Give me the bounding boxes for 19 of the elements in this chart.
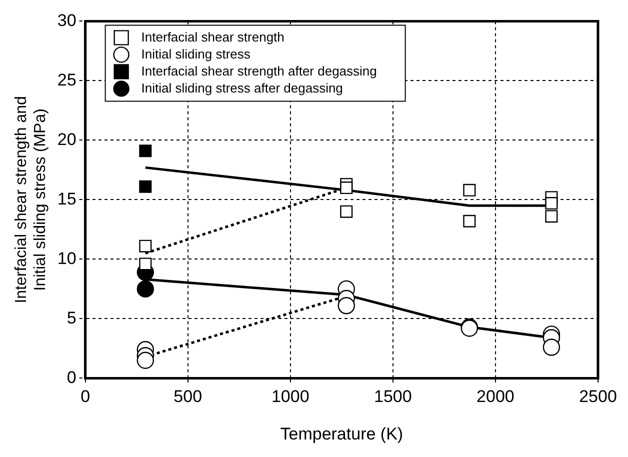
legend-label: Initial sliding stress after degassing	[141, 80, 343, 96]
y-tick-label: 30	[57, 10, 76, 30]
legend-label: Interfacial shear strength	[141, 29, 284, 44]
legend-label: Initial sliding stress	[141, 46, 251, 62]
x-tick-label: 2000	[476, 387, 514, 406]
x-tick-label: 500	[174, 387, 202, 406]
x-tick-label: 2500	[579, 387, 617, 406]
legend-label: Interfacial shear strength after degassing	[141, 63, 377, 78]
y-tick-label: 0	[66, 368, 76, 387]
y-tick-label: 15	[57, 189, 76, 208]
y-axis-title: Interfacial shear strength and Initial sliding stress (MPa)	[13, 96, 50, 304]
y-tick-label: 5	[66, 308, 76, 328]
x-tick-label: 0	[80, 387, 90, 406]
y-tick-label: 25	[57, 70, 76, 90]
x-axis-title: Temperature (K)	[280, 424, 404, 444]
x-tick-label: 1000	[271, 387, 310, 406]
y-tick-label: 10	[57, 248, 76, 268]
y-tick-label: 20	[57, 130, 76, 149]
x-tick-label: 1500	[374, 387, 412, 406]
